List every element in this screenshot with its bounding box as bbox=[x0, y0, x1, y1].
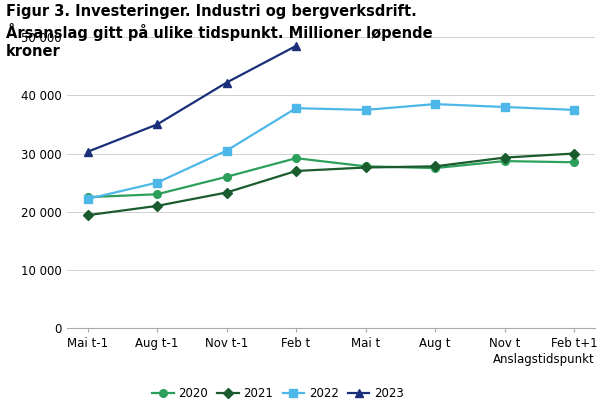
2023 bbox=[293, 43, 300, 48]
Line: 2021: 2021 bbox=[84, 150, 578, 219]
2020 bbox=[84, 195, 91, 200]
2021 bbox=[362, 165, 369, 170]
2020 bbox=[501, 159, 508, 164]
2023 bbox=[84, 149, 91, 154]
2022 bbox=[293, 106, 300, 111]
2020 bbox=[362, 164, 369, 169]
2021 bbox=[293, 168, 300, 173]
2022 bbox=[84, 196, 91, 201]
2020 bbox=[571, 160, 578, 165]
2021 bbox=[154, 203, 161, 208]
2021 bbox=[501, 155, 508, 160]
2022 bbox=[362, 107, 369, 112]
2022 bbox=[432, 102, 439, 107]
Line: 2023: 2023 bbox=[84, 42, 300, 156]
Line: 2020: 2020 bbox=[84, 154, 578, 201]
2022 bbox=[223, 148, 230, 153]
2020 bbox=[223, 175, 230, 179]
Legend: 2020, 2021, 2022, 2023: 2020, 2021, 2022, 2023 bbox=[148, 382, 409, 404]
Text: Figur 3. Investeringer. Industri og bergverksdrift.
Årsanslag gitt på ulike tids: Figur 3. Investeringer. Industri og berg… bbox=[6, 4, 433, 59]
2020 bbox=[154, 192, 161, 197]
Line: 2022: 2022 bbox=[84, 100, 578, 203]
2020 bbox=[293, 156, 300, 161]
2021 bbox=[84, 213, 91, 217]
2021 bbox=[432, 164, 439, 169]
2022 bbox=[154, 180, 161, 185]
2023 bbox=[223, 80, 230, 85]
X-axis label: Anslagstidspunkt: Anslagstidspunkt bbox=[493, 353, 595, 366]
2023 bbox=[154, 122, 161, 127]
2022 bbox=[501, 104, 508, 109]
2021 bbox=[223, 190, 230, 195]
2021 bbox=[571, 151, 578, 156]
2022 bbox=[571, 107, 578, 112]
2020 bbox=[432, 166, 439, 171]
